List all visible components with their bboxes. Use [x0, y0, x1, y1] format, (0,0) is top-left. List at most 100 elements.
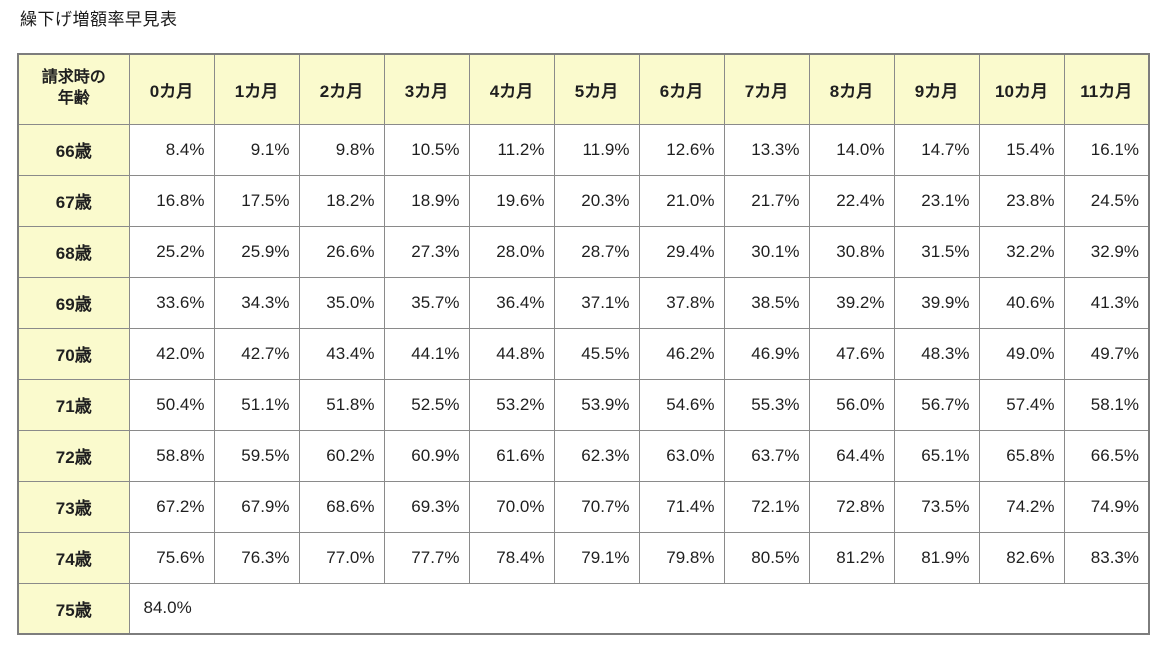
page-title: 繰下げ増額率早見表 — [20, 10, 178, 29]
month-header-cell: 6カ月 — [638, 53, 725, 125]
rate-value-cell: 12.6% — [638, 123, 725, 176]
rate-value-cell: 59.5% — [213, 429, 300, 482]
rate-value-cell: 72.1% — [723, 480, 810, 533]
month-header-cell: 9カ月 — [893, 53, 980, 125]
rate-value-cell: 18.2% — [298, 174, 385, 227]
rate-value-cell: 17.5% — [213, 174, 300, 227]
rate-value-cell: 84.0% — [128, 582, 1150, 635]
rate-value-cell: 51.8% — [298, 378, 385, 431]
rate-value-cell: 57.4% — [978, 378, 1065, 431]
rate-value-cell: 33.6% — [128, 276, 215, 329]
rate-value-cell: 71.4% — [638, 480, 725, 533]
month-header-cell: 8カ月 — [808, 53, 895, 125]
rate-value-cell: 82.6% — [978, 531, 1065, 584]
rate-value-cell: 78.4% — [468, 531, 555, 584]
rate-value-cell: 44.8% — [468, 327, 555, 380]
rate-value-cell: 73.5% — [893, 480, 980, 533]
rate-value-cell: 51.1% — [213, 378, 300, 431]
table-row: 70歳 42.0% 42.7% 43.4% 44.1% 44.8% 45.5% 46.2% 46… — [17, 327, 1150, 380]
rate-value-cell: 77.7% — [383, 531, 470, 584]
rate-value-cell: 31.5% — [893, 225, 980, 278]
age-header-cell: 75歳 — [17, 582, 130, 635]
age-header-cell: 70歳 — [17, 327, 130, 380]
rate-value-cell: 29.4% — [638, 225, 725, 278]
rate-value-cell: 22.4% — [808, 174, 895, 227]
rate-value-cell: 63.7% — [723, 429, 810, 482]
month-header-cell: 11カ月 — [1063, 53, 1150, 125]
rate-value-cell: 14.7% — [893, 123, 980, 176]
rate-value-cell: 35.0% — [298, 276, 385, 329]
rate-value-cell: 64.4% — [808, 429, 895, 482]
age-header-cell: 67歳 — [17, 174, 130, 227]
rate-value-cell: 25.2% — [128, 225, 215, 278]
rate-value-cell: 67.9% — [213, 480, 300, 533]
table-row: 73歳 67.2% 67.9% 68.6% 69.3% 70.0% 70.7% 71.4% 72… — [17, 480, 1150, 533]
rate-value-cell: 21.0% — [638, 174, 725, 227]
rate-value-cell: 42.7% — [213, 327, 300, 380]
rate-value-cell: 70.7% — [553, 480, 640, 533]
rate-value-cell: 61.6% — [468, 429, 555, 482]
table-row: 71歳 50.4% 51.1% 51.8% 52.5% 53.2% 53.9% 54.6% 55… — [17, 378, 1150, 431]
table-row: 67歳 16.8% 17.5% 18.2% 18.9% 19.6% 20.3% 21.0% 21… — [17, 174, 1150, 227]
rate-value-cell: 72.8% — [808, 480, 895, 533]
rate-value-cell: 66.5% — [1063, 429, 1150, 482]
rate-value-cell: 56.0% — [808, 378, 895, 431]
rate-value-cell: 43.4% — [298, 327, 385, 380]
rate-value-cell: 56.7% — [893, 378, 980, 431]
rate-value-cell: 60.2% — [298, 429, 385, 482]
rate-value-cell: 65.1% — [893, 429, 980, 482]
rate-value-cell: 70.0% — [468, 480, 555, 533]
rate-value-cell: 74.2% — [978, 480, 1065, 533]
rate-value-cell: 62.3% — [553, 429, 640, 482]
rate-value-cell: 37.8% — [638, 276, 725, 329]
age-header-cell: 72歳 — [17, 429, 130, 482]
rate-value-cell: 8.4% — [128, 123, 215, 176]
rate-value-cell: 37.1% — [553, 276, 640, 329]
rate-value-cell: 48.3% — [893, 327, 980, 380]
rate-value-cell: 69.3% — [383, 480, 470, 533]
rate-value-cell: 49.7% — [1063, 327, 1150, 380]
rate-value-cell: 50.4% — [128, 378, 215, 431]
rate-value-cell: 79.1% — [553, 531, 640, 584]
rate-value-cell: 20.3% — [553, 174, 640, 227]
rate-value-cell: 41.3% — [1063, 276, 1150, 329]
rate-value-cell: 80.5% — [723, 531, 810, 584]
rate-value-cell: 53.9% — [553, 378, 640, 431]
rate-value-cell: 77.0% — [298, 531, 385, 584]
rate-value-cell: 23.8% — [978, 174, 1065, 227]
rate-value-cell: 23.1% — [893, 174, 980, 227]
rate-value-cell: 40.6% — [978, 276, 1065, 329]
rate-value-cell: 53.2% — [468, 378, 555, 431]
rate-value-cell: 42.0% — [128, 327, 215, 380]
rate-value-cell: 81.2% — [808, 531, 895, 584]
rate-value-cell: 63.0% — [638, 429, 725, 482]
rate-value-cell: 54.6% — [638, 378, 725, 431]
table-row: 66歳 8.4% 9.1% 9.8% 10.5% 11.2% 11.9% 12.6% 13.3%… — [17, 123, 1150, 176]
rate-value-cell: 13.3% — [723, 123, 810, 176]
month-header-cell: 5カ月 — [553, 53, 640, 125]
rate-value-cell: 24.5% — [1063, 174, 1150, 227]
rate-value-cell: 32.2% — [978, 225, 1065, 278]
rate-value-cell: 52.5% — [383, 378, 470, 431]
rate-value-cell: 39.9% — [893, 276, 980, 329]
table-row: 68歳 25.2% 25.9% 26.6% 27.3% 28.0% 28.7% 29.4% 30… — [17, 225, 1150, 278]
rate-value-cell: 74.9% — [1063, 480, 1150, 533]
month-header-cell: 3カ月 — [383, 53, 470, 125]
rate-value-cell: 28.0% — [468, 225, 555, 278]
rate-value-cell: 16.8% — [128, 174, 215, 227]
header-row: 請求時の 年齢 0カ月 1カ月 2カ月 3カ月 4カ月 5カ月 6カ月 7カ月 … — [17, 53, 1150, 125]
rate-value-cell: 19.6% — [468, 174, 555, 227]
age-header-cell: 74歳 — [17, 531, 130, 584]
rate-value-cell: 44.1% — [383, 327, 470, 380]
rate-value-cell: 68.6% — [298, 480, 385, 533]
rate-value-cell: 58.1% — [1063, 378, 1150, 431]
month-header-cell: 0カ月 — [128, 53, 215, 125]
rate-value-cell: 26.6% — [298, 225, 385, 278]
rate-value-cell: 46.9% — [723, 327, 810, 380]
rate-value-cell: 38.5% — [723, 276, 810, 329]
age-header-cell: 68歳 — [17, 225, 130, 278]
month-header-cell: 10カ月 — [978, 53, 1065, 125]
rate-value-cell: 55.3% — [723, 378, 810, 431]
rate-value-cell: 25.9% — [213, 225, 300, 278]
